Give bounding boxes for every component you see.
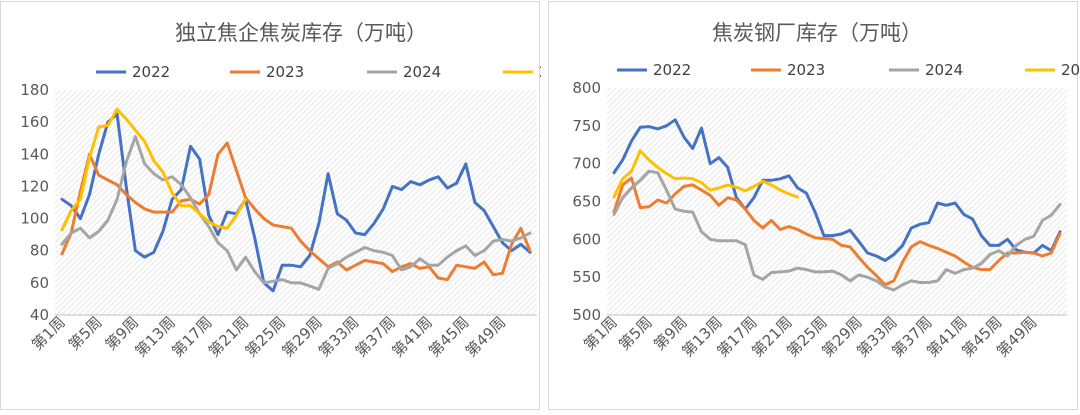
x-tick-label: 第45周	[425, 313, 472, 360]
x-tick-label: 第5周	[65, 313, 106, 354]
y-tick-label: 160	[20, 113, 49, 131]
legend-label-2022: 2022	[653, 61, 691, 79]
x-tick-label: 第49周	[462, 313, 509, 360]
y-tick-label: 550	[572, 268, 601, 286]
y-tick-label: 180	[20, 81, 49, 99]
x-tick-label: 第25周	[242, 313, 289, 360]
y-tick-label: 700	[572, 155, 601, 173]
chart-svg-right: 焦炭钢厂库存（万吨） 2022 2023 2024 2025 500 550 600 650 70…	[572, 21, 1079, 361]
series-line-2023	[612, 176, 1062, 287]
legend-label-2025: 2025	[539, 63, 541, 81]
series-line-2022	[612, 118, 1062, 262]
x-tick-label: 第33周	[315, 313, 362, 360]
x-tick-label: 第17周	[168, 313, 215, 360]
plot-area-background	[607, 88, 1067, 315]
y-tick-label: 120	[20, 177, 49, 195]
y-tick-label: 750	[572, 117, 601, 135]
x-tick-label: 第41周	[388, 313, 435, 360]
chart-title: 焦炭钢厂库存（万吨）	[712, 21, 922, 45]
legend-label-2023: 2023	[266, 63, 304, 81]
chart-panel-right: 焦炭钢厂库存（万吨） 2022 2023 2024 2025 500 550 600 650 70…	[548, 1, 1079, 410]
y-tick-label: 800	[572, 79, 601, 97]
series-line-2022	[60, 112, 532, 293]
y-tick-label: 600	[572, 230, 601, 248]
x-tick-label: 第13周	[132, 313, 179, 360]
x-tick-label: 第21周	[205, 313, 252, 360]
series-line-2025	[612, 149, 800, 199]
x-tick-label: 第37周	[352, 313, 399, 360]
y-tick-label: 80	[30, 242, 49, 260]
chart-svg-left: 独立焦企焦炭库存（万吨） 2022 2023 2024 2025 40 60 80 100 120…	[20, 21, 541, 361]
series-line-2023	[60, 141, 532, 282]
y-tick-label: 140	[20, 145, 49, 163]
y-tick-label: 500	[572, 306, 601, 324]
legend-label-2025: 2025	[1061, 61, 1079, 79]
y-tick-label: 650	[572, 193, 601, 211]
y-tick-label: 100	[20, 210, 49, 228]
x-tick-label: 第5周	[615, 313, 656, 354]
legend-label-2024: 2024	[925, 61, 963, 79]
chart-panel-left: 独立焦企焦炭库存（万吨） 2022 2023 2024 2025 40 60 80 100 120…	[0, 1, 541, 410]
series-line-2024	[612, 169, 1062, 292]
legend-label-2024: 2024	[403, 63, 441, 81]
series-line-2025	[60, 107, 247, 232]
y-tick-label: 40	[30, 306, 49, 324]
x-tick-label: 第29周	[278, 313, 325, 360]
legend-label-2022: 2022	[132, 63, 170, 81]
x-tick-label: 第49周	[993, 313, 1040, 360]
chart-title: 独立焦企焦炭库存（万吨）	[175, 21, 427, 45]
series-line-2024	[60, 135, 532, 291]
y-tick-label: 60	[30, 274, 49, 292]
legend-label-2023: 2023	[787, 61, 825, 79]
